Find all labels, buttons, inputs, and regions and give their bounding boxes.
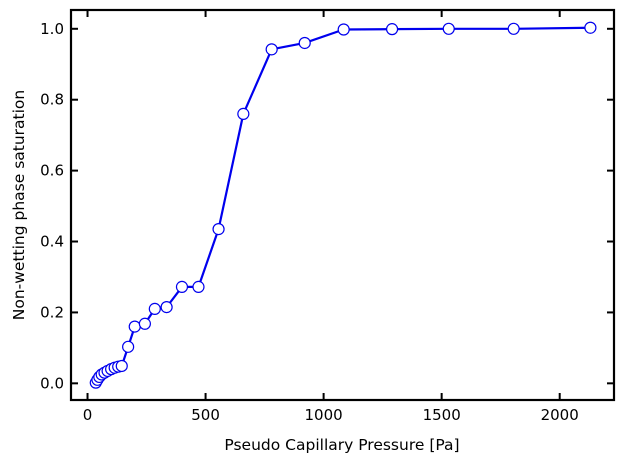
data-point xyxy=(337,23,350,36)
y-tick-label: 0.8 xyxy=(40,91,64,109)
data-point xyxy=(442,22,455,35)
x-tick-label: 1500 xyxy=(423,406,461,424)
x-axis-label: Pseudo Capillary Pressure [Pa] xyxy=(224,436,459,454)
data-point xyxy=(192,280,205,293)
data-point xyxy=(175,280,189,293)
data-point xyxy=(265,43,278,56)
data-point xyxy=(237,107,250,120)
y-tick-label: 0.4 xyxy=(40,233,64,251)
data-point xyxy=(298,36,311,50)
x-tick-label: 2000 xyxy=(541,406,579,424)
data-point xyxy=(138,317,151,330)
data-point xyxy=(115,359,128,373)
x-tick-label: 1000 xyxy=(305,406,343,424)
data-point xyxy=(385,23,399,36)
x-tick-label: 500 xyxy=(191,406,220,424)
series-layer xyxy=(89,21,597,389)
data-point xyxy=(584,21,597,34)
y-axis-ticks: 0.0 0.2 0.4 0.6 0.8 1.0 xyxy=(40,20,614,392)
x-tick-label: 0 xyxy=(83,406,93,424)
data-point xyxy=(122,340,135,353)
plot-frame xyxy=(69,8,616,402)
data-point xyxy=(128,320,141,333)
y-tick-label: 0.2 xyxy=(40,303,64,321)
x-axis-ticks: 0 500 1000 1500 2000 xyxy=(83,10,579,424)
data-point xyxy=(507,22,520,35)
data-point xyxy=(148,302,161,315)
y-axis-label: Non-wetting phase saturation xyxy=(10,90,28,321)
y-tick-label: 0.0 xyxy=(40,374,64,392)
data-point xyxy=(160,301,173,314)
y-tick-label: 1.0 xyxy=(40,20,64,38)
data-point xyxy=(212,223,225,236)
y-tick-label: 0.6 xyxy=(40,162,64,180)
plot-background xyxy=(71,10,614,400)
